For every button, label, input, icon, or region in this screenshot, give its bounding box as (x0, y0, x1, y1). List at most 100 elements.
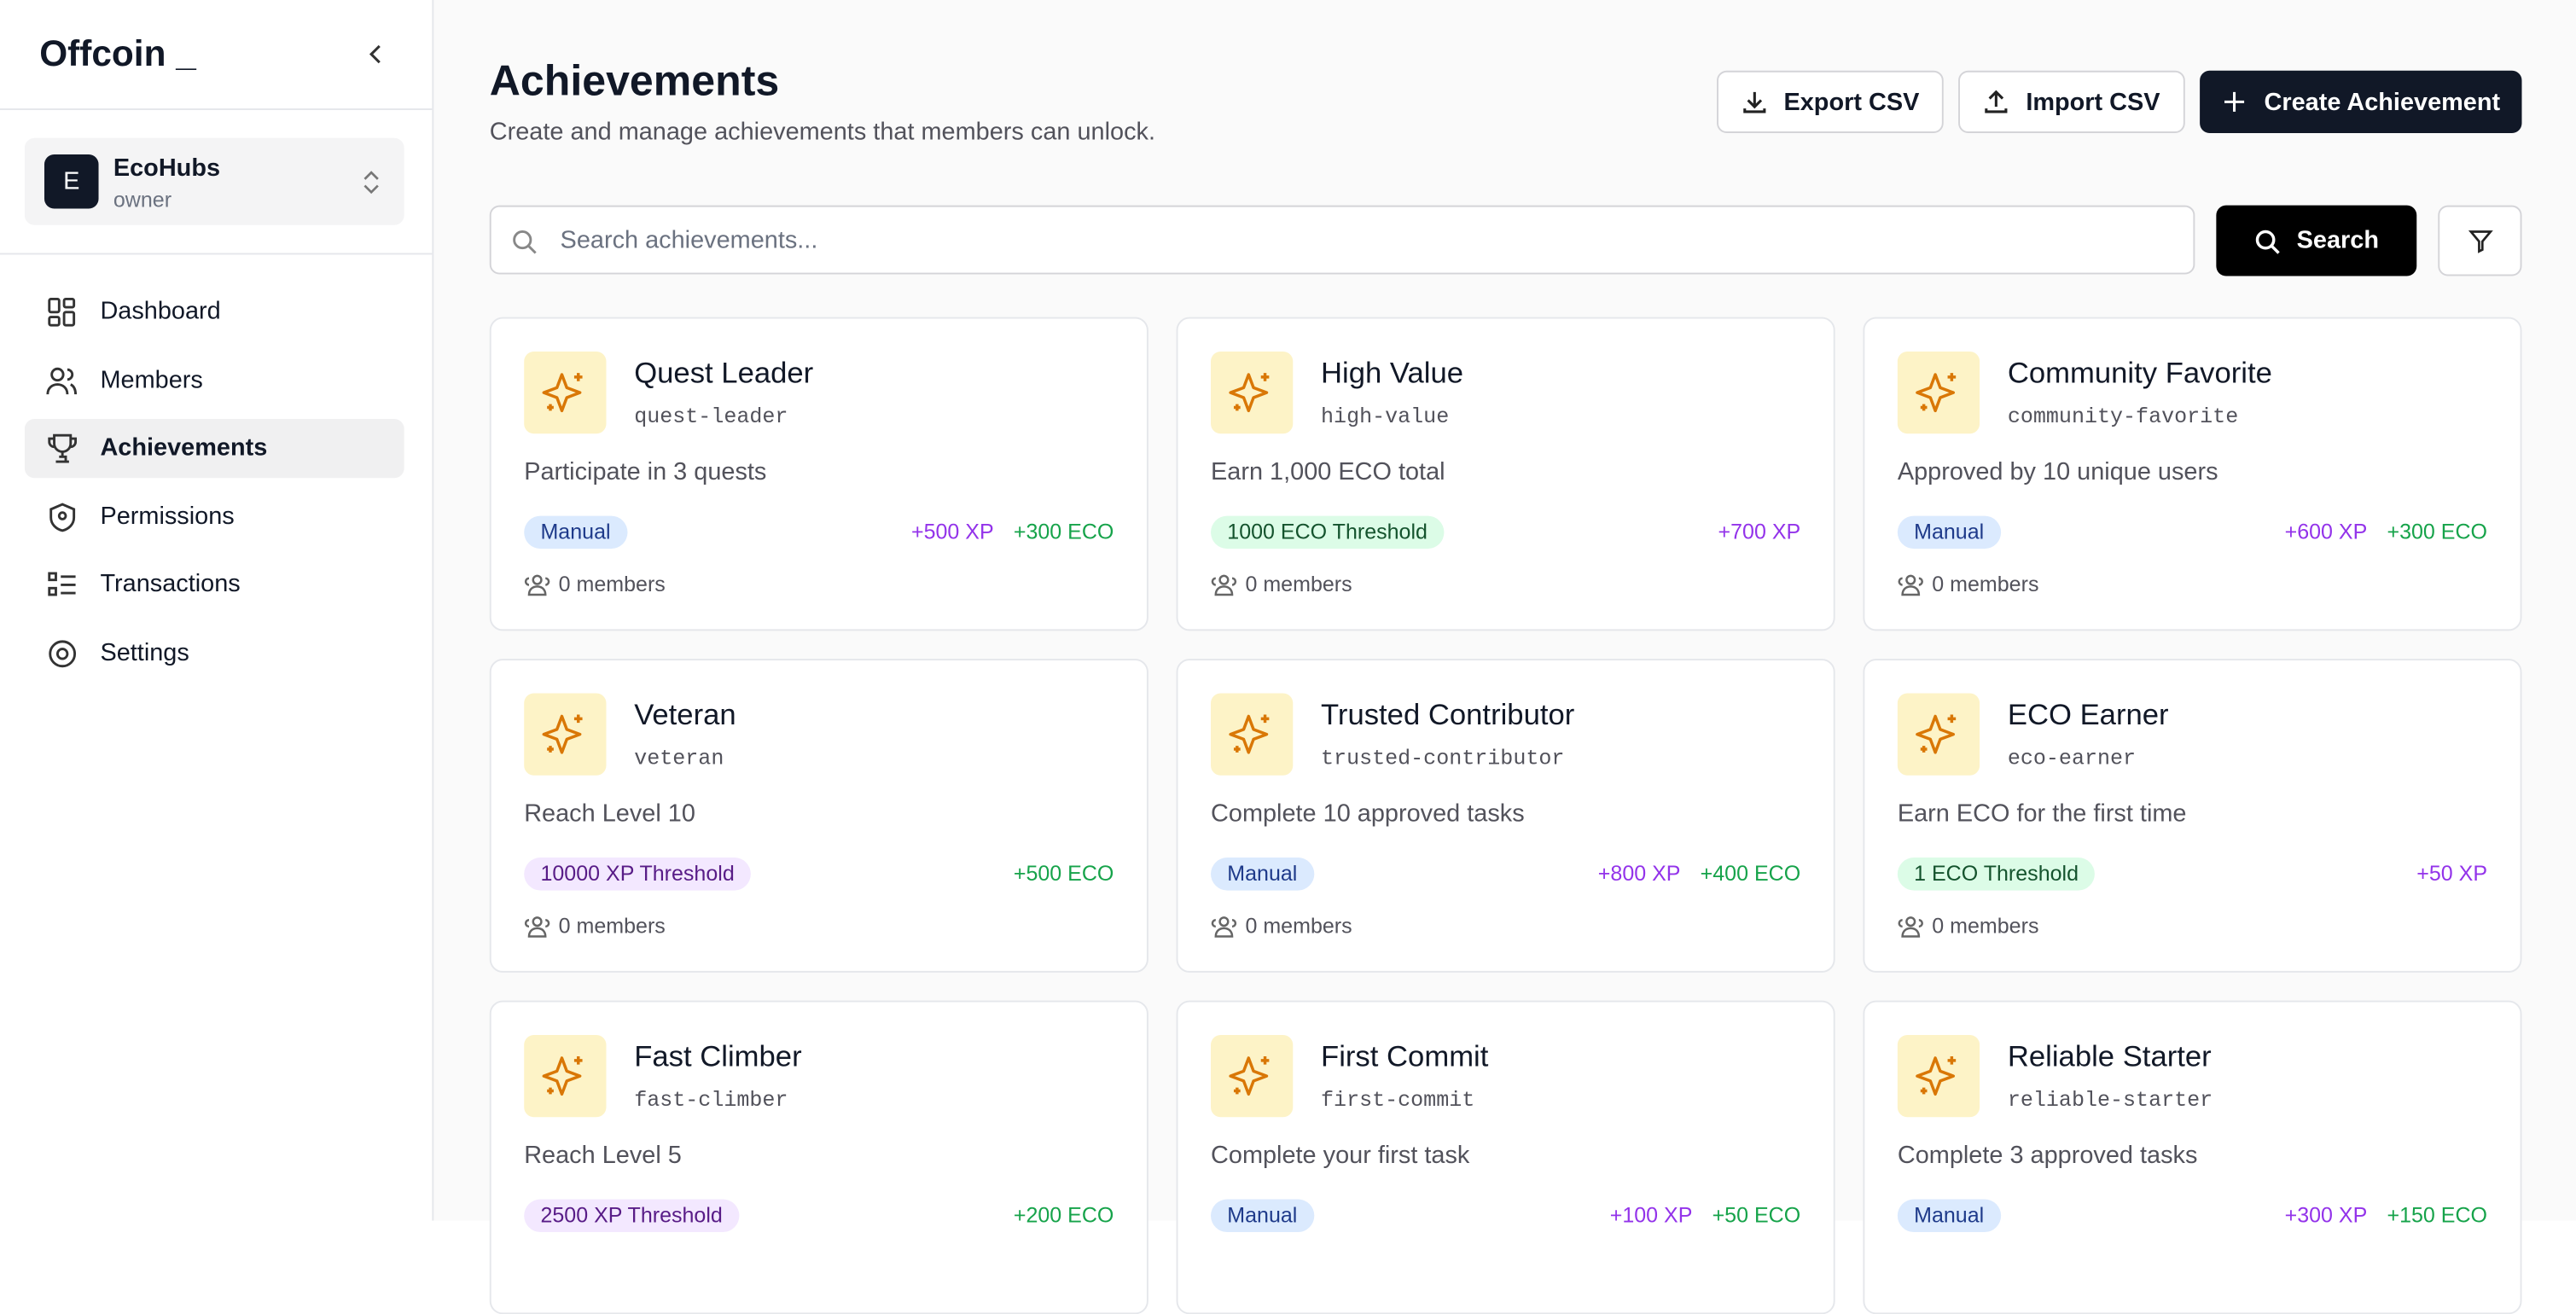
card-title: ECO Earner (2007, 698, 2169, 731)
card-icon (1211, 1035, 1294, 1118)
header-button[interactable]: Import CSV (1958, 70, 2185, 133)
nav-item[interactable]: Permissions (25, 487, 404, 546)
members-count: 0 members (524, 572, 666, 596)
search-input[interactable]: Search achievements... (489, 205, 2195, 275)
page-title: Achievements (489, 55, 780, 106)
nav-label: Achievements (100, 433, 268, 462)
eco-reward: +150 ECO (2387, 1202, 2488, 1228)
button-label: Export CSV (1783, 88, 1920, 116)
achievement-card[interactable]: Quest Leader quest-leader Participate in 3… (489, 317, 1148, 631)
collapse[interactable] (364, 43, 387, 66)
sparkle-icon (542, 1056, 583, 1096)
rewards: +600 XP +300 ECO (2285, 519, 2487, 544)
card-description: Complete 3 approved tasks (1897, 1142, 2198, 1170)
card-title: Veteran (634, 698, 736, 731)
members-icon (524, 573, 550, 596)
achievement-card[interactable]: Fast Climber fast-climber Reach Level 5 250… (489, 1000, 1148, 1314)
members-count: 0 members (1211, 572, 1352, 596)
search-icon (513, 230, 537, 254)
card-description: Reach Level 5 (524, 1142, 682, 1170)
card-icon (1897, 1035, 1980, 1118)
xp-reward: +500 XP (910, 519, 994, 544)
card-slug: eco-earner (2007, 746, 2137, 771)
eco-reward: +50 ECO (1712, 1202, 1801, 1228)
card-title: High Value (1321, 356, 1464, 390)
members-icon (1898, 916, 1923, 937)
rewards: +700 XP (1718, 519, 1800, 544)
card-slug: high-value (1321, 404, 1450, 429)
members-label: 0 members (558, 913, 666, 939)
achievement-card[interactable]: Veteran veteran Reach Level 10 10000 XP Thr… (489, 659, 1148, 973)
filter-icon (2468, 230, 2493, 253)
search-button[interactable]: Search (2216, 205, 2417, 276)
card-badge: 10000 XP Threshold (524, 858, 752, 891)
card-title: Reliable Starter (2007, 1039, 2212, 1073)
eco-reward: +300 ECO (1013, 519, 1114, 544)
nav-item[interactable]: Members (25, 351, 404, 410)
search-placeholder: Search achievements... (560, 226, 818, 255)
org-switcher[interactable]: E EcoHubs owner (24, 137, 404, 225)
button-icon (1985, 90, 2008, 113)
rewards: +800 XP +400 ECO (1598, 861, 1800, 886)
nav-item[interactable]: Achievements (24, 418, 404, 479)
page-subtitle: Create and manage achievements that memb… (489, 118, 1156, 147)
card-description: Earn 1,000 ECO total (1211, 458, 1445, 486)
achievement-card[interactable]: ECO Earner eco-earner Earn ECO for the fir… (1863, 659, 2522, 973)
page: Offcoin _ E EcoHubs owner Dashboard Membe… (0, 0, 2522, 1314)
achievement-card[interactable]: First Commit first-commit Complete your fi… (1176, 1000, 1835, 1314)
members-label: 0 members (1245, 913, 1352, 939)
brand: Offcoin _ (39, 32, 196, 74)
achievement-card[interactable]: Trusted Contributor trusted-contributor Co… (1176, 659, 1835, 973)
header-button[interactable]: Export CSV (1717, 70, 1944, 133)
xp-reward: +700 XP (1718, 519, 1801, 544)
nav-label: Members (100, 365, 203, 394)
members-count: 0 members (1211, 913, 1352, 939)
card-slug: reliable-starter (2007, 1087, 2213, 1113)
nav-item[interactable]: Dashboard (25, 282, 404, 341)
achievement-card[interactable]: Community Favorite community-favorite Appr… (1863, 317, 2522, 631)
nav-item[interactable]: Settings (25, 624, 404, 683)
rewards: +300 XP +150 ECO (2285, 1202, 2487, 1227)
members-label: 0 members (558, 572, 666, 596)
card-icon (1897, 693, 1980, 776)
app: Offcoin _ E EcoHubs owner Dashboard Membe… (0, 0, 2522, 1314)
org-avatar: E (44, 154, 99, 209)
achievement-card[interactable]: Reliable Starter reliable-starter Complete… (1863, 1000, 2522, 1314)
nav-icon (49, 502, 76, 532)
members-icon (1898, 573, 1923, 596)
card-icon (524, 352, 607, 434)
card-badge: Manual (1211, 858, 1314, 891)
sidebar: Offcoin _ E EcoHubs owner Dashboard Membe… (0, 0, 434, 1221)
nav-label: Transactions (100, 570, 241, 598)
rewards: +100 XP +50 ECO (1610, 1202, 1801, 1227)
members-label: 0 members (1245, 572, 1352, 596)
nav-icon (46, 366, 78, 394)
header-button[interactable]: Create Achievement (2200, 70, 2522, 133)
filter-button[interactable] (2438, 205, 2522, 276)
search-label: Search (2296, 226, 2380, 255)
card-slug: community-favorite (2007, 404, 2239, 429)
nav-icon (48, 297, 76, 327)
rewards: +500 XP +300 ECO (911, 519, 1114, 544)
members-icon (1211, 573, 1237, 596)
card-slug: fast-climber (634, 1087, 788, 1113)
nav-item[interactable]: Transactions (25, 555, 404, 614)
achievement-card[interactable]: High Value high-value Earn 1,000 ECO total… (1176, 317, 1835, 631)
card-description: Participate in 3 quests (524, 458, 767, 486)
card-title: Fast Climber (634, 1039, 802, 1073)
nav-icon (48, 433, 78, 463)
org-role: owner (113, 187, 172, 212)
eco-reward: +200 ECO (1013, 1202, 1114, 1228)
card-slug: veteran (634, 746, 724, 771)
card-icon (524, 1035, 607, 1118)
card-title: Quest Leader (634, 356, 814, 390)
members-count: 0 members (1898, 572, 2038, 596)
sparkle-icon (1229, 714, 1270, 754)
members-icon (524, 916, 550, 937)
chevrons (363, 171, 379, 195)
search-icon (2255, 229, 2280, 253)
sparkle-icon (542, 714, 583, 754)
sparkle-icon (542, 373, 583, 413)
card-description: Complete 10 approved tasks (1211, 799, 1525, 829)
org-name: EcoHubs (113, 154, 221, 183)
